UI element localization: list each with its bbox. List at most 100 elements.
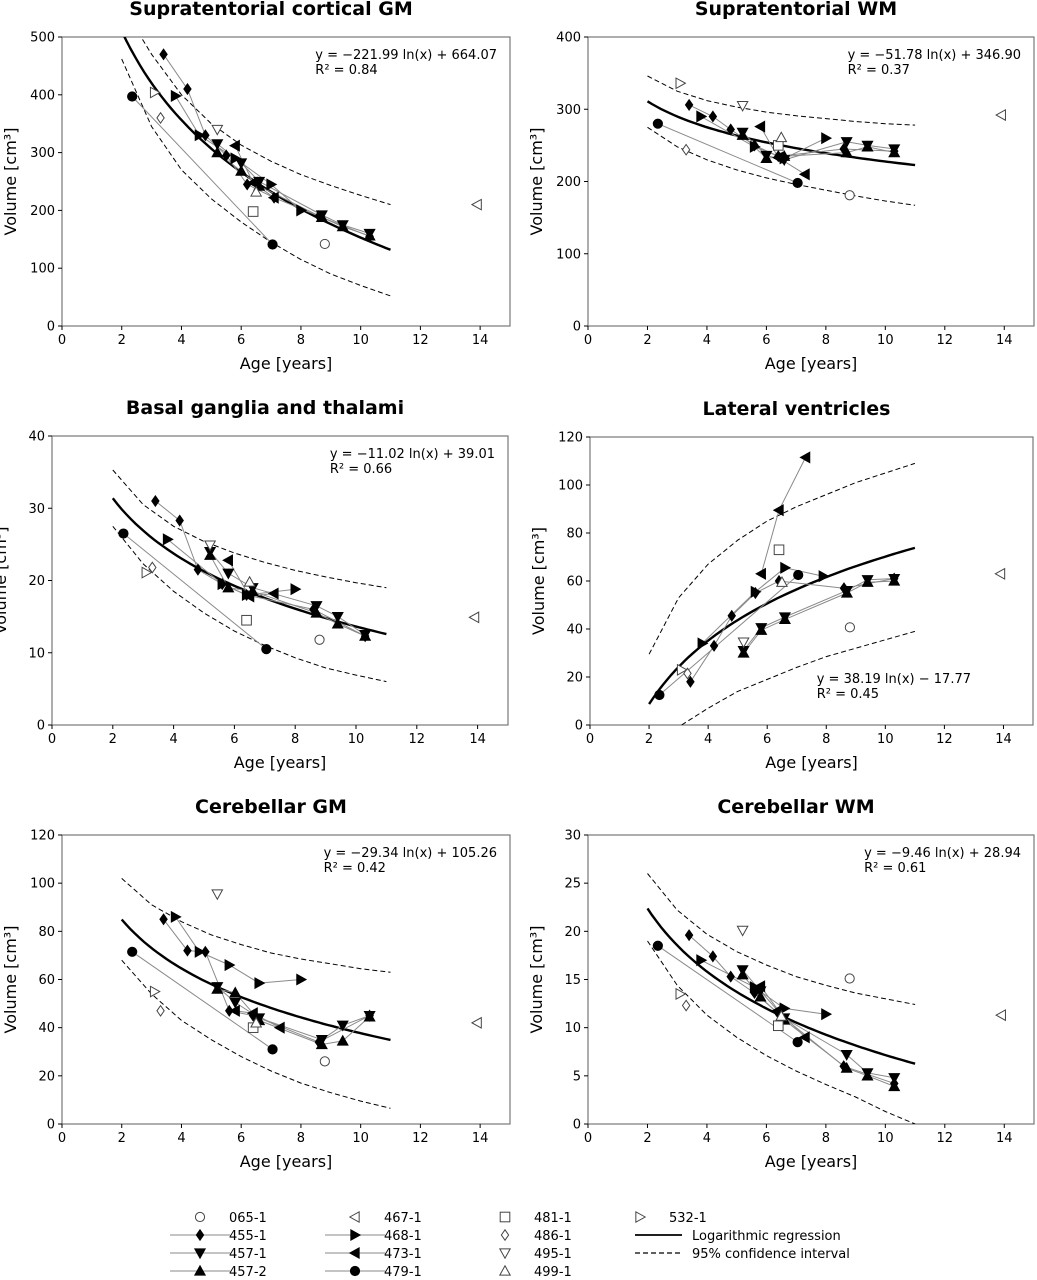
legend-label: 457-2 [229, 1265, 267, 1280]
legend-label: Logarithmic regression [692, 1229, 841, 1244]
legend-item-532-1: 532-1 [635, 1210, 707, 1226]
x-tick-label: 6 [237, 333, 245, 348]
data-point-473-1 [798, 168, 810, 181]
data-point-468-1 [170, 89, 182, 103]
data-point-473-1 [267, 191, 279, 204]
data-point-499-1 [243, 575, 256, 587]
y-tick-label: 300 [556, 103, 581, 118]
regression-equation: y = −9.46 ln(x) + 28.94 [864, 846, 1021, 861]
data-point-481-1 [772, 1020, 784, 1032]
y-tick-label: 400 [30, 88, 55, 103]
plot-frame [61, 834, 511, 1125]
x-tick-label: 6 [762, 1131, 770, 1146]
x-tick-label: 2 [118, 1131, 126, 1146]
x-tick-label: 6 [237, 1131, 245, 1146]
y-tick-label: 5 [573, 1069, 581, 1084]
data-point-468-1 [162, 533, 174, 546]
data-point-481-1 [773, 544, 785, 556]
data-point-457-2 [211, 146, 224, 158]
x-tick-label: 12 [936, 732, 953, 747]
data-point-473-1 [755, 567, 766, 580]
data-point-479-1 [652, 940, 663, 951]
regression-equation: y = −11.02 ln(x) + 39.01 [330, 447, 495, 462]
data-point-473-1 [267, 587, 279, 600]
y-tick-label: 30 [564, 829, 581, 844]
x-tick-label: 14 [469, 732, 486, 747]
data-point-473-1 [273, 1021, 285, 1034]
data-point-468-1 [254, 977, 266, 990]
x-tick-label: 4 [177, 333, 185, 348]
legend-label: 065-1 [229, 1211, 267, 1226]
series-line-457-1 [743, 578, 895, 651]
data-point-495-1 [736, 100, 749, 112]
y-tick-label: 20 [38, 1069, 55, 1084]
r-squared: R² = 0.66 [330, 462, 392, 477]
data-point-532-1 [149, 985, 161, 998]
y-tick-label: 500 [30, 31, 55, 46]
y-tick-label: 0 [47, 1118, 55, 1133]
data-point-473-1 [243, 590, 255, 603]
data-point-473-1 [754, 980, 766, 993]
series-line-468-1 [167, 538, 296, 596]
x-tick-label: 6 [762, 333, 770, 348]
plot-area [646, 873, 1006, 1124]
data-point-532-1 [141, 566, 153, 579]
y-tick-label: 10 [564, 1021, 581, 1036]
series-line-457-1 [742, 969, 895, 1079]
x-tick-label: 0 [586, 732, 594, 747]
series-line-479-1 [123, 533, 267, 650]
ci-upper-line [112, 469, 387, 589]
data-point-473-1 [246, 1007, 258, 1020]
x-axis-label: Age [years] [765, 1152, 858, 1171]
data-point-532-1 [676, 663, 688, 676]
y-axis-label: Volume [cm³] [1, 128, 20, 236]
data-point-455-1 [222, 149, 231, 162]
data-point-481-1 [241, 614, 252, 626]
data-point-457-2 [211, 982, 224, 994]
series-line-457-1 [216, 143, 370, 234]
data-point-468-1 [224, 959, 236, 972]
y-tick-label: 0 [37, 719, 45, 734]
x-tick-label: 8 [822, 1131, 830, 1146]
data-point-467-1 [468, 611, 480, 624]
legend-item-495-1: 495-1 [498, 1247, 572, 1262]
r-squared: R² = 0.84 [315, 63, 377, 78]
data-point-499-1 [250, 185, 263, 197]
data-point-495-1 [737, 637, 750, 649]
chart-title: Lateral ventricles [703, 398, 891, 420]
legend-item-065-1: 065-1 [194, 1211, 267, 1226]
data-point-457-2 [315, 1038, 328, 1050]
x-tick-label: 14 [996, 1131, 1013, 1146]
r-squared: R² = 0.37 [848, 63, 910, 78]
data-point-473-1 [222, 554, 233, 567]
data-point-457-2 [331, 617, 344, 629]
data-point-455-1 [159, 48, 168, 61]
data-point-468-1 [780, 561, 792, 574]
data-point-457-2 [336, 220, 349, 232]
y-tick-label: 40 [566, 623, 583, 638]
legend-marker [500, 1228, 510, 1242]
data-point-479-1 [793, 569, 804, 581]
y-tick-label: 120 [558, 431, 583, 446]
r-squared: R² = 0.45 [817, 687, 879, 702]
legend-label: 468-1 [384, 1229, 422, 1244]
x-tick-label: 14 [996, 333, 1013, 348]
data-point-468-1 [750, 585, 762, 598]
legend-item-455-1: 455-1 [170, 1228, 267, 1244]
legend-label: 486-1 [534, 1229, 572, 1244]
data-point-473-1 [772, 504, 784, 517]
legend-item-481-1: 481-1 [499, 1211, 572, 1226]
data-point-457-2 [204, 548, 217, 560]
ci-lower-line [121, 959, 391, 1109]
y-tick-label: 25 [564, 877, 581, 892]
x-tick-label: 8 [822, 732, 830, 747]
y-tick-label: 40 [38, 1021, 55, 1036]
x-tick-label: 12 [409, 732, 426, 747]
y-axis-label: Volume [cm³] [527, 926, 546, 1034]
data-point-455-1 [686, 675, 695, 688]
data-point-455-1 [709, 639, 719, 652]
data-point-457-1 [229, 997, 242, 1009]
data-point-455-1 [727, 609, 737, 622]
y-tick-label: 100 [556, 247, 581, 262]
data-point-468-1 [821, 132, 833, 145]
